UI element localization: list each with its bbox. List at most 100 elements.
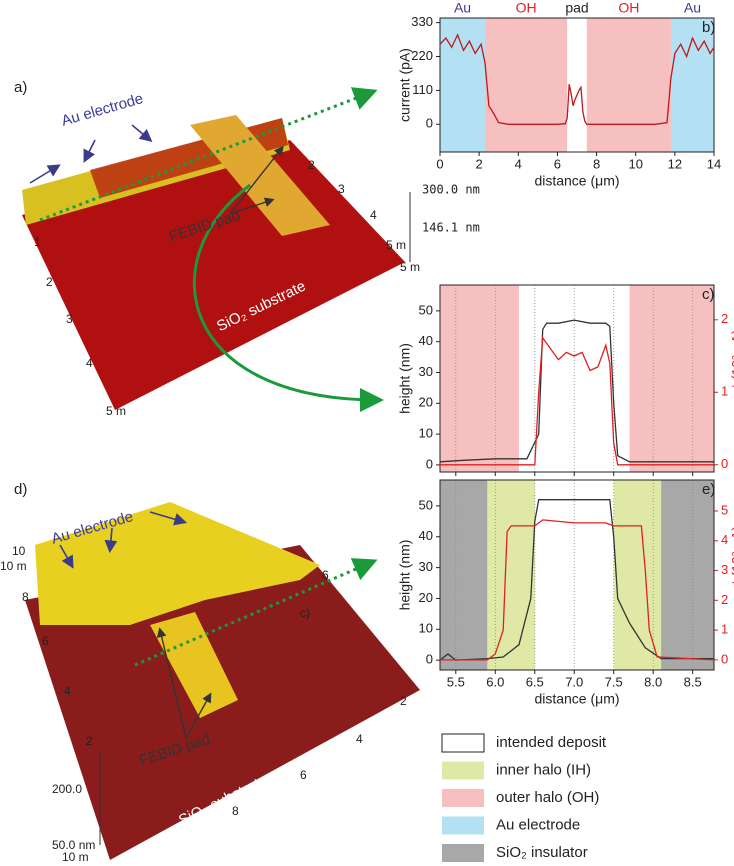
axis-label: 4 — [64, 684, 71, 698]
legend-label: SiO₂ insulator — [496, 844, 588, 861]
y-axis-label: height (nm) — [397, 540, 413, 611]
y2-tick-label: 0 — [721, 456, 728, 471]
y-tick-label: 10 — [419, 426, 433, 441]
data-line — [439, 319, 714, 463]
axis-label: 2 — [46, 275, 53, 289]
x-tick-label: 7.0 — [565, 674, 583, 689]
region-label: pad — [565, 0, 588, 16]
pointer — [149, 511, 188, 526]
legend-label: outer halo (OH) — [496, 789, 599, 806]
data-line — [440, 336, 714, 466]
axis-label: 2 — [400, 694, 407, 708]
y2-axis-label: current (10² pA) — [729, 526, 734, 624]
y-tick-label: 30 — [419, 364, 433, 379]
x-tick-label: 6 — [554, 156, 561, 171]
axis-label: 2 — [308, 158, 315, 172]
panel-label: a) — [14, 79, 27, 96]
pointer — [185, 692, 212, 739]
legend-label: intended deposit — [496, 734, 607, 751]
region-band — [613, 480, 662, 670]
region-label: OH — [516, 0, 537, 16]
y-tick-label: 110 — [412, 82, 433, 97]
plot-frame — [439, 479, 715, 671]
axis-label: 6 — [42, 634, 49, 648]
y-axis-label: current (pA) — [397, 48, 413, 122]
y2-tick-label: 1 — [721, 622, 728, 637]
axis-label: 4 — [356, 732, 363, 746]
axis-label: 10 m — [0, 559, 27, 573]
x-tick-label: 6.5 — [526, 674, 544, 689]
pointer — [83, 139, 96, 163]
axis-label: 1 — [34, 235, 41, 249]
legend-swatch — [441, 733, 485, 753]
pointer — [29, 164, 61, 184]
panel-label: e) — [702, 481, 715, 498]
y-tick-label: 30 — [419, 559, 433, 574]
y-tick-label: 20 — [419, 395, 433, 410]
region-label: Au — [684, 0, 701, 16]
x-tick-label: 6.0 — [486, 674, 504, 689]
axis-label: 10 — [12, 544, 26, 558]
panel-label: c) — [702, 286, 715, 303]
region-band — [440, 285, 519, 472]
region-band — [487, 480, 535, 670]
pointer — [59, 544, 74, 569]
legend-swatch — [442, 761, 484, 780]
region-band — [629, 285, 714, 472]
y-tick-label: 40 — [419, 333, 433, 348]
pad-shape — [150, 612, 238, 718]
data-line — [440, 519, 715, 661]
axis-label: 8 — [22, 590, 29, 604]
legend-label: Au electrode — [496, 816, 580, 833]
y2-tick-label: 1 — [721, 384, 728, 399]
x-tick-label: 4 — [515, 156, 522, 171]
axis-label: 5 m — [106, 404, 126, 418]
axis-label: 8 — [232, 804, 239, 818]
legend-swatch — [442, 816, 484, 835]
y-tick-label: 0 — [426, 456, 433, 471]
region-band — [440, 18, 486, 152]
axis-label: 300.0 nm — [422, 183, 480, 197]
axis-label: 3 — [66, 312, 73, 326]
pointer — [156, 627, 187, 739]
region-band — [567, 18, 587, 152]
region-band — [661, 480, 714, 670]
x-tick-label: 0 — [436, 156, 443, 171]
axis-label: 200.0 — [52, 782, 82, 796]
link-arrow — [192, 183, 384, 412]
axis-label: 6 — [322, 568, 329, 582]
region-label: OH — [618, 0, 639, 16]
pointer — [229, 145, 284, 215]
axis-label: 10 m — [62, 850, 89, 864]
y-tick-label: 0 — [426, 116, 433, 131]
y-tick-label: 10 — [419, 621, 433, 636]
y2-tick-label: 4 — [721, 532, 728, 547]
plot-frame — [439, 17, 715, 153]
y2-tick-label: 2 — [721, 311, 728, 326]
axis-label: 2 — [86, 734, 93, 748]
region-band — [586, 18, 671, 152]
axis-label: 6 — [300, 768, 307, 782]
legend-swatch — [442, 844, 484, 862]
axis-label: 50.0 nm — [52, 838, 95, 852]
y2-tick-label: 5 — [721, 502, 728, 517]
y-tick-label: 40 — [419, 528, 433, 543]
axis-label: 5 m — [400, 260, 420, 274]
y-tick-label: 50 — [419, 497, 433, 512]
annotation: Au electrode — [60, 90, 146, 130]
pointer — [104, 527, 118, 554]
plot-frame — [439, 284, 715, 473]
pointer — [229, 197, 275, 215]
x-tick-label: 14 — [707, 156, 721, 171]
x-tick-label: 7.5 — [605, 674, 623, 689]
scan-line — [39, 87, 378, 222]
x-tick-label: 2 — [476, 156, 483, 171]
region-band — [485, 18, 568, 152]
x-axis-label: distance (μm) — [534, 173, 619, 189]
axis-label: 5 m — [386, 238, 406, 252]
region-band — [670, 18, 714, 152]
y-tick-label: 0 — [426, 652, 433, 667]
axis-label: 3 — [338, 182, 345, 196]
y-tick-label: 50 — [419, 302, 433, 317]
